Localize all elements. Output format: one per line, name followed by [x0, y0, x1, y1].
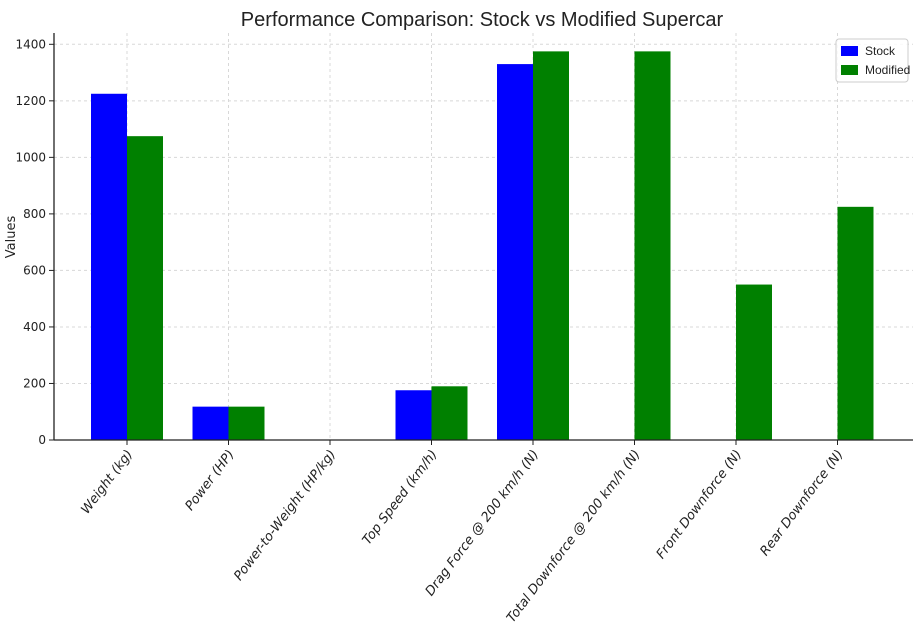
x-tick-label: Power (HP) — [183, 447, 238, 513]
bar-modified-0 — [127, 136, 163, 440]
y-tick-label: 600 — [23, 263, 46, 277]
bar-modified-5 — [634, 51, 671, 441]
y-tick-label: 200 — [23, 376, 46, 390]
bar-modified-7 — [837, 206, 874, 440]
y-ticks: 0 200 400 600 800 1000 1200 1400 — [15, 37, 54, 447]
x-tick-label: Front Downforce (N) — [654, 447, 745, 562]
x-tick-label: Weight (kg) — [78, 447, 136, 517]
y-tick-label: 1200 — [15, 94, 46, 108]
x-tick-label: Power-to-Weight (HP/kg) — [231, 447, 339, 583]
bar-stock-3 — [395, 390, 432, 440]
x-tick-label: Drag Force @ 200 km/h (N) — [423, 447, 542, 599]
bar-modified-6 — [736, 284, 772, 440]
x-tick-label: Rear Downforce (N) — [757, 447, 846, 559]
bar-modified-1 — [228, 406, 265, 440]
bar-stock-1 — [192, 406, 229, 440]
legend-label-stock: Stock — [865, 44, 896, 58]
x-ticks: Weight (kg) Power (HP)Power-to-Weight (HP… — [78, 440, 847, 626]
y-axis-label: Values — [4, 216, 19, 259]
y-tick-label: 1400 — [15, 37, 46, 51]
legend-label-modified: Modified — [865, 63, 910, 77]
bar-stock-0 — [91, 93, 127, 440]
bar-modified-4 — [533, 51, 569, 441]
y-tick-label: 800 — [23, 207, 46, 221]
legend: Stock Modified — [835, 38, 910, 83]
bar-stock-4 — [497, 64, 533, 441]
gridlines — [54, 33, 913, 440]
legend-swatch-modified — [841, 65, 858, 75]
y-tick-label: 1000 — [15, 150, 46, 164]
bar-modified-3 — [431, 386, 468, 440]
y-tick-label: 400 — [23, 320, 46, 334]
axes — [53, 33, 913, 441]
bars — [91, 51, 874, 441]
legend-swatch-stock — [841, 46, 858, 56]
chart-title: Performance Comparison: Stock vs Modifie… — [241, 9, 724, 31]
y-tick-label: 0 — [38, 433, 46, 447]
x-tick-label: Top Speed (km/h) — [360, 447, 441, 547]
